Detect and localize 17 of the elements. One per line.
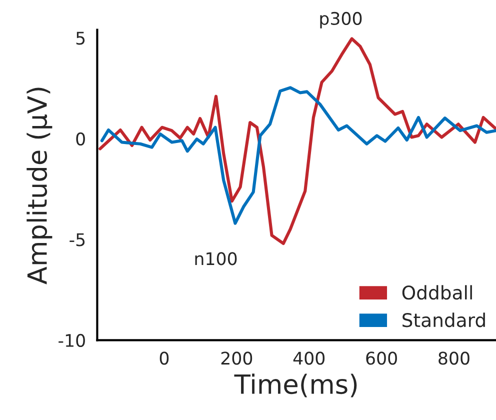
x-tick-label: 800 bbox=[438, 352, 470, 365]
line-series bbox=[100, 86, 496, 225]
x-tick-label: 0 bbox=[160, 352, 169, 365]
y-tick-label: 5 bbox=[76, 32, 85, 45]
x-axis-title: Time(ms) bbox=[234, 374, 357, 398]
y-tick-label: -5 bbox=[70, 233, 85, 246]
y-axis-title: Amplitude (µV) bbox=[26, 88, 52, 284]
x-tick-label: 600 bbox=[366, 352, 397, 365]
x-tick-label: 200 bbox=[221, 352, 252, 365]
legend-label: Oddball bbox=[402, 285, 472, 300]
x-tick-label: 400 bbox=[293, 352, 325, 365]
annotation: n100 bbox=[195, 252, 237, 266]
annotation: p300 bbox=[320, 12, 362, 28]
legend-label: Standard bbox=[402, 312, 485, 328]
y-tick-label: 0 bbox=[76, 132, 85, 146]
line-series bbox=[98, 37, 496, 245]
y-tick-label: -10 bbox=[58, 334, 85, 348]
